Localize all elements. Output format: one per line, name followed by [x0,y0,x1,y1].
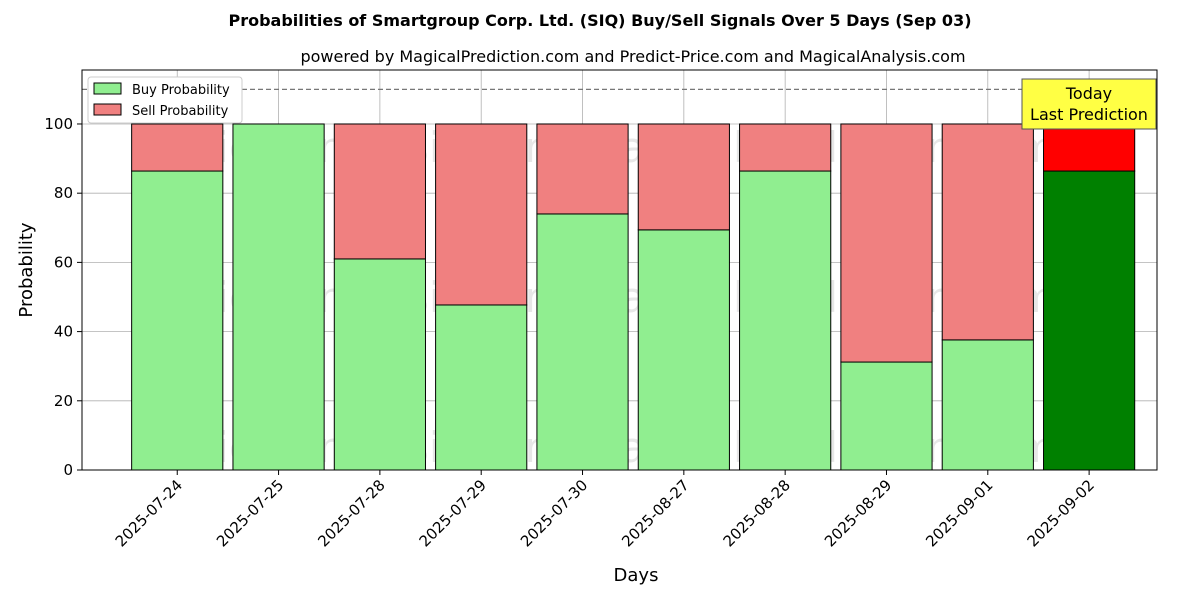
legend-label-buy: Buy Probability [132,83,230,98]
y-tick-label: 0 [63,461,73,479]
x-tick-label: 2025-09-01 [922,476,996,550]
buy-bar [232,123,325,471]
legend: Buy Probability Sell Probability [87,76,243,124]
x-tick-label: 2025-08-29 [821,476,895,550]
x-tick-label: 2025-07-30 [517,476,591,550]
x-tick-label: 2025-07-29 [416,476,490,550]
buy-bar [333,258,426,471]
x-tick-label: 2025-07-25 [213,476,287,550]
plot-frame [81,69,1158,471]
buy-bar [941,339,1034,471]
x-tick-label: 2025-08-27 [618,476,692,550]
buy-bar [840,361,933,471]
annotation-box [1021,78,1157,130]
buy-bar [536,213,629,471]
sell-bar [739,123,832,172]
x-axis-label: Days [614,565,659,586]
y-tick-label: 40 [54,323,73,341]
sell-bar [637,123,730,231]
x-tick-label: 2025-07-28 [314,476,388,550]
buy-bar [637,229,730,471]
annotation-line1: Today [1065,84,1112,103]
sell-bar [536,123,629,215]
y-tick-label: 60 [54,253,73,271]
sell-bar [1043,123,1136,172]
sell-bar [435,123,528,306]
legend-box [87,76,243,124]
legend-swatch-buy [93,82,122,95]
y-tick-label: 80 [54,184,73,202]
y-tick-label: 100 [44,115,73,133]
chart-title: Probabilities of Smartgroup Corp. Ltd. (… [228,11,971,30]
sell-bar [941,123,1034,341]
sell-bar [131,123,224,172]
y-tick-label: 20 [54,392,73,410]
buy-bar [435,304,528,471]
x-tick-label: 2025-07-24 [112,476,186,550]
sell-bar [333,123,426,260]
x-tick-label: 2025-08-28 [720,476,794,550]
y-axis-label: Probability [16,222,37,317]
buy-bar [739,170,832,471]
today-annotation: Today Last Prediction [1021,78,1157,130]
legend-swatch-sell [93,103,122,116]
annotation-line2: Last Prediction [1030,105,1148,124]
buy-bar [1043,170,1136,471]
chart-subtitle: powered by MagicalPrediction.com and Pre… [300,47,965,66]
x-tick-label: 2025-09-02 [1024,476,1098,550]
legend-label-sell: Sell Probability [132,104,229,119]
sell-bar [840,123,933,363]
buy-bar [131,170,224,471]
